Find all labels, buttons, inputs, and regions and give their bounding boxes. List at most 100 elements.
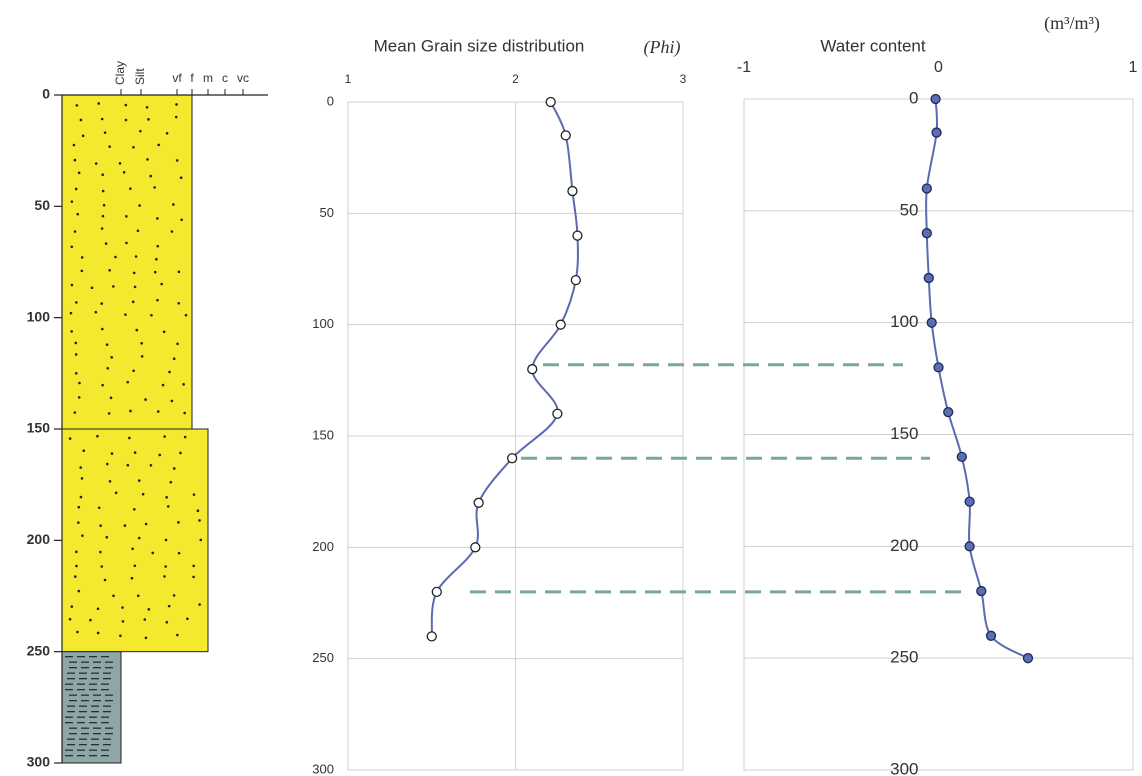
data-point (977, 587, 986, 596)
sand-dot (156, 217, 159, 220)
data-point (427, 632, 436, 641)
sand-dot (74, 159, 77, 162)
sand-dot (178, 270, 181, 273)
sand-dot (115, 492, 118, 495)
unit-label: (Phi) (644, 37, 681, 58)
data-point (987, 631, 996, 640)
sand-dot (77, 521, 80, 524)
sand-dot (81, 477, 84, 480)
y-tick-label: 250 (312, 650, 334, 665)
sand-dot (126, 464, 129, 467)
sand-dot (100, 565, 103, 568)
sand-dot (98, 506, 101, 509)
sand-dot (106, 367, 109, 370)
layer (62, 652, 121, 763)
sand-dot (165, 539, 168, 542)
sand-dot (138, 537, 141, 540)
sand-dot (112, 594, 115, 597)
sand-dot (158, 454, 161, 457)
x-tick-label: -1 (737, 59, 751, 76)
sand-dot (74, 230, 77, 233)
sand-dot (182, 383, 185, 386)
grain-label: f (190, 71, 194, 85)
sand-dot (178, 552, 181, 555)
x-tick-label: 2 (512, 72, 519, 86)
y-tick-label: 50 (320, 205, 334, 220)
sand-dot (75, 550, 78, 553)
layer (62, 429, 208, 652)
sand-dot (135, 255, 138, 258)
x-tick-label: 3 (680, 72, 687, 86)
sand-dot (134, 564, 137, 567)
sand-dot (69, 437, 72, 440)
sand-dot (138, 204, 141, 207)
sand-dot (183, 412, 186, 415)
sand-dot (146, 106, 149, 109)
sand-dot (76, 631, 79, 634)
sand-dot (163, 575, 166, 578)
sand-dot (149, 175, 152, 178)
sand-dot (184, 436, 187, 439)
sand-dot (185, 314, 188, 317)
sand-dot (156, 245, 159, 248)
sand-dot (105, 242, 108, 245)
data-point (924, 273, 933, 282)
data-point (568, 187, 577, 196)
sand-dot (73, 144, 76, 147)
sand-dot (105, 536, 108, 539)
sand-dot (177, 302, 180, 305)
sand-dot (144, 398, 147, 401)
sand-dot (106, 343, 109, 346)
sand-dot (124, 524, 127, 527)
profile-line (926, 99, 1028, 658)
sand-dot (91, 286, 94, 289)
sand-dot (70, 605, 73, 608)
sand-dot (164, 565, 167, 568)
sand-dot (97, 607, 100, 610)
sand-dot (132, 146, 135, 149)
profile-line (432, 102, 578, 636)
data-point (508, 454, 517, 463)
sand-dot (75, 565, 78, 568)
sand-dot (176, 343, 179, 346)
y-tick-label: 0 (42, 86, 50, 102)
sand-dot (180, 176, 183, 179)
sand-dot (126, 381, 129, 384)
sand-dot (111, 452, 114, 455)
sand-dot (125, 242, 128, 245)
sand-dot (119, 162, 122, 165)
data-point (561, 131, 570, 140)
data-point (965, 497, 974, 506)
sand-dot (131, 577, 134, 580)
sand-dot (80, 119, 83, 122)
sand-dot (193, 493, 196, 496)
sand-dot (179, 452, 182, 455)
sand-dot (155, 258, 158, 261)
y-tick-label: 0 (327, 93, 334, 108)
sand-dot (108, 145, 111, 148)
y-tick-label: 250 (27, 642, 51, 658)
sand-dot (175, 116, 178, 119)
data-point (1023, 654, 1032, 663)
x-tick-label: 1 (1129, 59, 1138, 76)
sand-dot (145, 637, 148, 640)
grain-label: vf (172, 71, 182, 85)
sand-dot (101, 173, 104, 176)
sand-dot (82, 135, 85, 138)
sand-dot (78, 590, 81, 593)
sand-dot (176, 634, 179, 637)
sand-dot (151, 552, 154, 555)
sand-dot (119, 634, 122, 637)
data-point (471, 543, 480, 552)
sand-dot (114, 256, 117, 259)
sand-dot (100, 302, 103, 305)
sand-dot (170, 481, 173, 484)
chart-title: Water content (820, 36, 925, 55)
sand-dot (108, 269, 111, 272)
sand-dot (131, 547, 134, 550)
data-point (944, 408, 953, 417)
sand-dot (110, 356, 113, 359)
sand-dot (125, 104, 128, 107)
sand-dot (157, 144, 160, 147)
data-point (553, 409, 562, 418)
